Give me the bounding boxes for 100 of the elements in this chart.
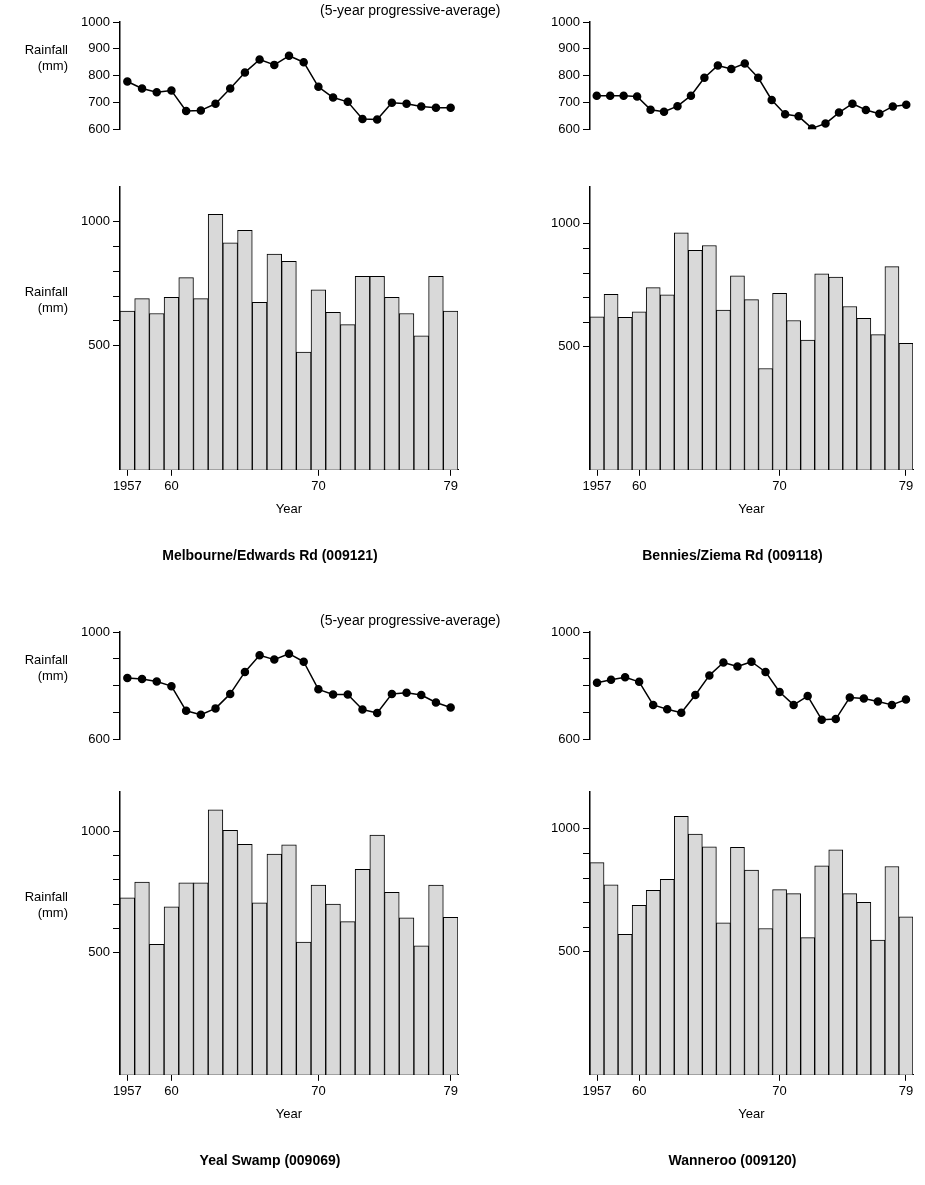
point	[873, 697, 883, 706]
point	[402, 688, 411, 698]
point	[700, 73, 709, 82]
x-tick-label: 70	[772, 1083, 787, 1099]
point	[620, 673, 630, 682]
point	[646, 105, 655, 114]
y-tick-label: 1000	[81, 822, 110, 838]
x-tick-label: 70	[772, 478, 787, 494]
point	[686, 91, 696, 100]
point	[845, 693, 855, 702]
y-tick-label: 1000	[81, 213, 110, 229]
point	[196, 106, 206, 115]
point	[848, 99, 857, 108]
point	[727, 64, 736, 74]
point	[387, 98, 397, 107]
point	[167, 681, 176, 691]
text: Yeal Swamp (009069)	[198, 1152, 342, 1168]
point	[775, 687, 784, 697]
y-tick-label: 1000	[81, 13, 110, 29]
y-tick-label: 1000	[551, 820, 580, 836]
point	[284, 51, 294, 61]
point	[299, 57, 308, 67]
point	[314, 82, 323, 92]
x-tick-label: 60	[631, 1083, 647, 1099]
point	[713, 61, 723, 70]
point	[372, 708, 382, 718]
point	[875, 109, 884, 118]
point	[181, 706, 191, 716]
x-tick-label: 79	[898, 478, 914, 494]
y-tick-label: 900	[88, 40, 110, 56]
point	[859, 694, 869, 703]
point	[167, 86, 176, 95]
x-axis-title: Year	[738, 1105, 766, 1121]
x-tick-label: 79	[443, 478, 458, 494]
point	[343, 690, 353, 699]
point	[240, 68, 250, 77]
point	[270, 60, 279, 70]
point	[402, 99, 411, 108]
point	[789, 700, 798, 710]
y-tick-label: 800	[88, 67, 110, 83]
y-tick-label: 1000	[551, 13, 580, 29]
point	[446, 703, 455, 712]
point	[417, 102, 426, 111]
text: (5-year progressive-average)	[320, 2, 501, 18]
point	[592, 91, 601, 100]
y-axis-title: Rainfall (mm)	[23, 283, 68, 316]
y-tick-label: 600	[558, 730, 580, 746]
point	[123, 77, 132, 86]
point	[196, 710, 206, 720]
point	[417, 690, 426, 700]
y-axis-title: Rainfall (mm)	[23, 652, 68, 684]
x-tick-label: 79	[898, 1083, 914, 1099]
point	[632, 92, 642, 101]
point	[691, 690, 700, 700]
point	[299, 657, 308, 666]
point	[780, 109, 790, 119]
point	[733, 662, 742, 671]
point	[902, 100, 911, 110]
text: Bennies/Ziema Rd (009118)	[641, 547, 824, 563]
point	[181, 106, 191, 116]
y-axis-title: Rainfall (mm)	[23, 888, 68, 921]
y-tick-label: 600	[88, 120, 110, 136]
y-tick-label: 500	[558, 943, 580, 959]
x-axis-title: Year	[275, 1105, 303, 1121]
text: Melbourne/Edwards Rd (009121)	[161, 547, 379, 563]
point	[861, 105, 871, 115]
x-axis-title: Year	[275, 500, 303, 516]
x-tick-label: 60	[164, 1083, 179, 1099]
x-tick-label: 60	[631, 478, 647, 494]
text: (5-year progressive-average)	[320, 612, 501, 628]
point	[152, 87, 161, 97]
point	[343, 97, 353, 107]
point	[358, 114, 367, 124]
y-axis-title: Rainfall (mm)	[23, 42, 68, 74]
point	[753, 73, 763, 82]
point	[387, 689, 397, 699]
point	[255, 55, 264, 64]
point	[255, 651, 264, 660]
point	[446, 103, 455, 113]
point	[794, 112, 803, 121]
point	[605, 91, 615, 100]
point	[225, 84, 235, 93]
y-tick-label: 700	[558, 93, 580, 109]
point	[901, 695, 911, 704]
point	[634, 677, 644, 687]
point	[747, 657, 756, 666]
point	[648, 700, 658, 710]
point	[673, 101, 682, 111]
y-tick-label: 700	[88, 93, 110, 109]
point	[137, 674, 147, 684]
point	[803, 691, 812, 701]
point	[887, 700, 897, 710]
point	[619, 91, 628, 100]
y-tick-label: 900	[558, 40, 580, 56]
point	[767, 95, 776, 105]
point	[831, 714, 841, 724]
x-tick-label: 1957	[112, 478, 142, 494]
x-tick-label: 60	[164, 478, 179, 494]
y-tick-label: 500	[88, 337, 110, 353]
point	[372, 115, 382, 124]
